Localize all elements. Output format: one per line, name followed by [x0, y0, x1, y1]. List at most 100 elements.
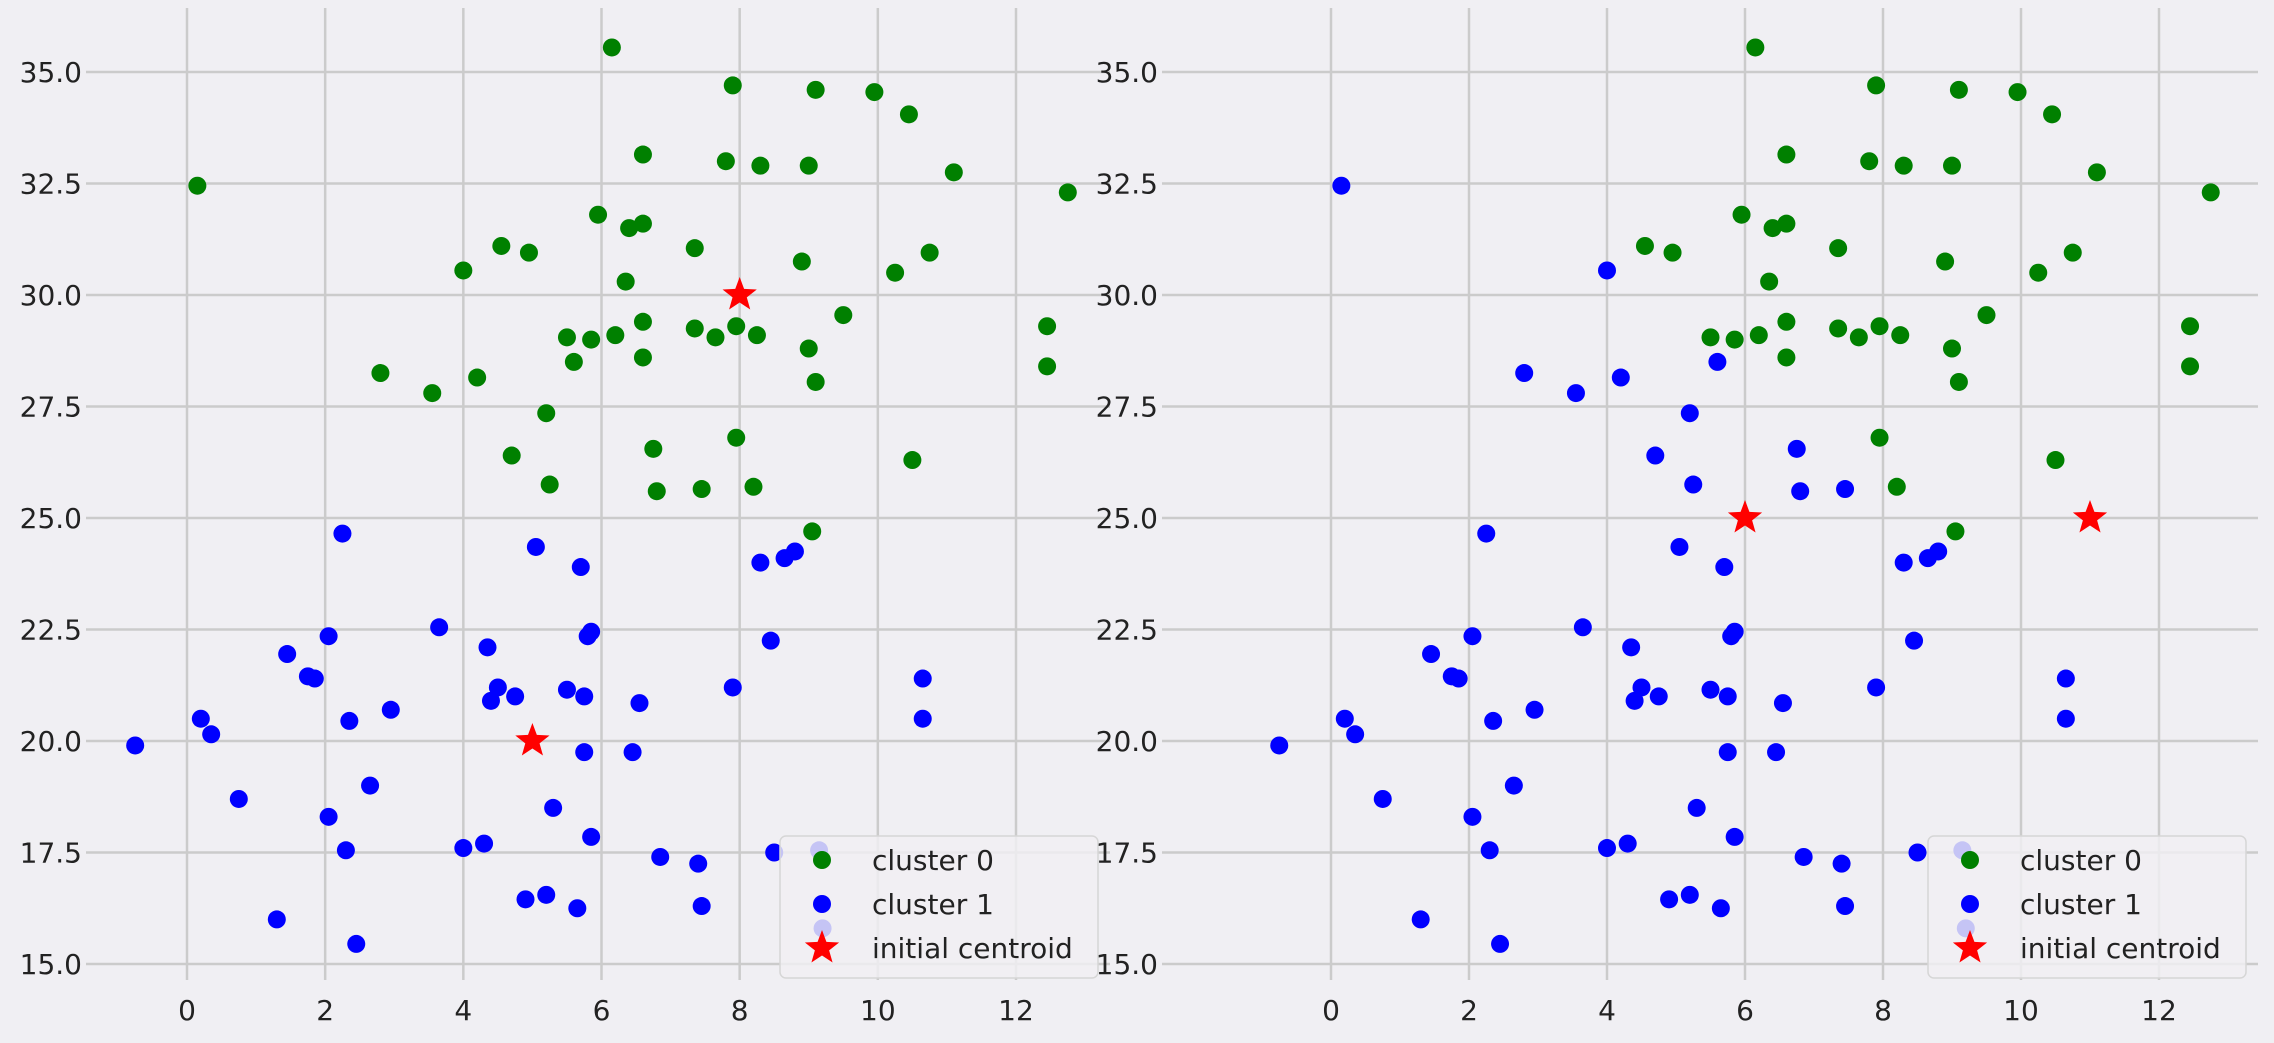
cluster0-point — [1977, 306, 1996, 325]
cluster0-point — [454, 261, 473, 280]
centroid-star — [722, 277, 757, 310]
cluster1-point — [1718, 743, 1737, 762]
cluster1-point — [333, 524, 352, 543]
cluster1-point — [557, 680, 576, 699]
cluster1-point — [913, 709, 932, 728]
cluster0-point — [806, 80, 825, 99]
cluster1-point — [544, 798, 563, 817]
cluster0-point — [1663, 243, 1682, 262]
legend-cluster1-label: cluster 1 — [872, 888, 994, 921]
cluster0-point — [2043, 105, 2062, 124]
cluster0-point — [557, 328, 576, 347]
legend-cluster0-marker — [813, 851, 831, 869]
cluster1-point — [2056, 669, 2075, 688]
cluster0-point — [633, 312, 652, 331]
cluster0-point — [564, 352, 583, 371]
x-tick-label: 12 — [2141, 994, 2177, 1027]
cluster0-point — [647, 482, 666, 501]
cluster0-point — [716, 152, 735, 171]
cluster1-point — [1477, 524, 1496, 543]
cluster0-point — [1038, 357, 1057, 376]
y-tick-label: 15.0 — [1096, 948, 1158, 981]
subplot-2: 0 2 4 6 8 10 12 15.0 17.5 20.0 22.5 25.0 27.5 30.0 32.… — [1096, 8, 2258, 1027]
cluster1-point — [1335, 709, 1354, 728]
cluster1-point — [1611, 368, 1630, 387]
cluster1-point — [475, 834, 494, 853]
subplot-1: 0 2 4 6 8 10 12 15.0 17.5 20.0 22.5 25.0 27.5 30.0 32.… — [20, 8, 1110, 1027]
legend-centroid-label: initial centroid — [872, 932, 1073, 965]
cluster1-point — [1632, 678, 1651, 697]
cluster0-point — [2201, 183, 2220, 202]
cluster1-point — [1725, 622, 1744, 641]
cluster1-point — [319, 627, 338, 646]
legend-box — [779, 835, 1099, 979]
cluster1-point — [761, 631, 780, 650]
y-tick-label: 25.0 — [20, 502, 82, 535]
cluster1-point — [347, 934, 366, 953]
cluster1-point — [1670, 537, 1689, 556]
x-tick-label: 6 — [1736, 994, 1754, 1027]
y-tick-label: 35.0 — [20, 56, 82, 89]
cluster1-point — [651, 847, 670, 866]
cluster0-point — [371, 364, 390, 383]
cluster0-point — [1829, 239, 1848, 258]
cluster0-point — [616, 272, 635, 291]
cluster1-point — [692, 897, 711, 916]
centroid-star — [515, 723, 550, 756]
cluster0-point — [803, 522, 822, 541]
cluster1-point — [381, 700, 400, 719]
cluster1-point — [319, 807, 338, 826]
cluster1-point — [340, 711, 359, 730]
y-tick-label: 22.5 — [20, 614, 82, 647]
cluster1-point — [1449, 669, 1468, 688]
cluster1-point — [582, 827, 601, 846]
cluster0-point — [806, 372, 825, 391]
cluster1-point — [1373, 789, 1392, 808]
cluster1-point — [361, 776, 380, 795]
cluster0-point — [1829, 319, 1848, 338]
cluster0-point — [1777, 312, 1796, 331]
cluster1-point — [1504, 776, 1523, 795]
cluster1-point — [1649, 687, 1668, 706]
legend-box — [1927, 835, 2247, 979]
cluster1-point — [1525, 700, 1544, 719]
legend-cluster0-label: cluster 0 — [872, 844, 994, 877]
cluster0-point — [644, 439, 663, 458]
cluster1-point — [1618, 834, 1637, 853]
cluster0-point — [1943, 339, 1961, 358]
cluster0-point — [865, 83, 884, 102]
cluster0-point — [1635, 236, 1654, 255]
cluster0-point — [633, 145, 652, 164]
cluster0-point — [1725, 330, 1744, 349]
cluster1-point — [1625, 691, 1644, 710]
cluster0-point — [1891, 326, 1910, 345]
cluster0-point — [920, 243, 939, 262]
y-tick-label: 32.5 — [20, 168, 82, 201]
cluster0-point — [602, 38, 621, 57]
x-tick-label: 8 — [1874, 994, 1892, 1027]
cluster0-point — [620, 219, 639, 238]
legend-centroid-label: initial centroid — [2020, 932, 2221, 965]
cluster1-point — [1791, 482, 1810, 501]
cluster0-point — [1746, 38, 1765, 57]
cluster1-point — [229, 789, 248, 808]
cluster0-point — [1038, 317, 1057, 336]
cluster0-point — [1760, 272, 1779, 291]
cluster1-point — [1422, 645, 1441, 664]
x-tick-label: 12 — [998, 994, 1034, 1027]
cluster0-point — [540, 475, 559, 494]
cluster0-point — [1943, 156, 1961, 175]
cluster0-point — [1867, 76, 1886, 95]
cluster0-point — [492, 236, 511, 255]
cluster1-point — [1715, 558, 1734, 577]
cluster1-point — [1346, 725, 1365, 744]
cluster1-point — [1484, 711, 1503, 730]
cluster1-point — [430, 618, 449, 637]
cluster1-point — [1598, 839, 1616, 858]
cluster1-point — [1718, 687, 1737, 706]
x-tick-label: 10 — [2003, 994, 2039, 1027]
cluster1-point — [191, 709, 210, 728]
x-tick-label: 4 — [1598, 994, 1616, 1027]
